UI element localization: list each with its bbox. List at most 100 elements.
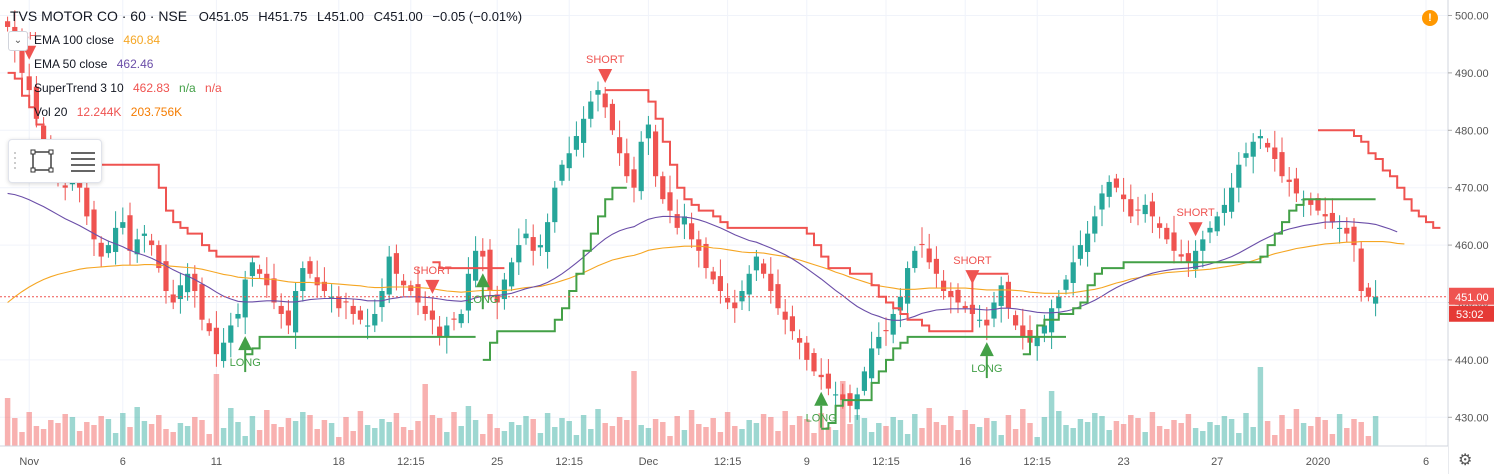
- candle-body: [1221, 204, 1227, 213]
- time-axis-bg: [0, 446, 1448, 474]
- symbol-title[interactable]: TVS MOTOR CO · 60 · NSE: [10, 8, 188, 24]
- volume-bar: [91, 425, 97, 446]
- volume-bar: [19, 432, 25, 446]
- candle-body: [933, 258, 939, 274]
- gear-icon[interactable]: ⚙: [1458, 452, 1473, 469]
- short-arrow: [965, 270, 980, 285]
- volume-bar: [667, 436, 673, 446]
- candle-body: [213, 327, 219, 355]
- legend-supertrend-na1: n/a: [179, 81, 196, 95]
- ohlc-close: C451.00: [373, 9, 423, 24]
- ohlc-open: O451.05: [198, 9, 249, 24]
- candle-body: [516, 245, 522, 263]
- ohlc-change: −0.05 (−0.01%): [432, 9, 523, 24]
- candle-body: [480, 250, 486, 257]
- legend-supertrend[interactable]: SuperTrend 3 10 462.83 n/a n/a: [34, 81, 228, 95]
- volume-bar: [400, 427, 407, 446]
- candle-body: [588, 101, 594, 119]
- candle-body: [775, 284, 781, 309]
- volume-bar: [112, 433, 119, 446]
- candle-body: [602, 93, 608, 108]
- candle-body: [1286, 179, 1292, 182]
- volume-bar: [1293, 409, 1300, 446]
- volume-bar: [148, 424, 155, 446]
- volume-bar: [264, 410, 270, 446]
- candle-body: [1351, 226, 1357, 246]
- volume-bar: [933, 422, 940, 446]
- supertrend-up-line: [1022, 198, 1376, 356]
- candle-body: [804, 342, 810, 360]
- volume-bar: [1257, 367, 1264, 446]
- volume-bar: [336, 437, 342, 446]
- alert-icon[interactable]: !: [1422, 10, 1438, 26]
- price-tick-label: 440.00: [1455, 355, 1489, 367]
- legend-supertrend-value: 462.83: [132, 81, 170, 95]
- volume-bar: [1221, 416, 1228, 446]
- candle-body: [1121, 194, 1127, 200]
- candle-body: [1034, 336, 1040, 347]
- volume-bar: [588, 429, 594, 446]
- candle-body: [177, 285, 183, 300]
- legend-volume[interactable]: Vol 20 12.244K 203.756K: [34, 105, 188, 119]
- volume-bar: [609, 426, 616, 446]
- candle-body: [732, 302, 738, 309]
- candle-body: [559, 164, 565, 181]
- legend-ema50[interactable]: EMA 50 close 462.46: [34, 57, 159, 71]
- volume-bar: [364, 425, 371, 446]
- volume-bar: [724, 412, 731, 446]
- candle-body: [127, 215, 133, 251]
- volume-bar: [1192, 428, 1199, 446]
- candle-body: [660, 176, 666, 200]
- short-arrow: [1188, 222, 1203, 237]
- candle-body: [840, 394, 846, 401]
- volume-bar: [62, 414, 68, 446]
- candle-body: [1373, 296, 1379, 304]
- volume-bar: [300, 412, 306, 446]
- candle-body: [1041, 325, 1047, 334]
- volume-bar: [1315, 417, 1321, 446]
- candle-body: [645, 124, 651, 139]
- volume-bar: [818, 413, 824, 446]
- rectangle-tool-icon[interactable]: [30, 149, 54, 173]
- volume-bar: [811, 433, 817, 446]
- legend-ema100[interactable]: EMA 100 close 460.84: [34, 33, 166, 47]
- volume-bar: [350, 431, 356, 446]
- volume-bar: [472, 420, 479, 446]
- volume-bar: [624, 420, 630, 446]
- candle-body: [293, 291, 299, 333]
- candle-body: [955, 289, 961, 303]
- time-tick-label: 12:15: [397, 456, 425, 468]
- volume-bar: [12, 418, 18, 446]
- volume-bar: [328, 423, 335, 446]
- candle-body: [825, 373, 831, 389]
- candle-body: [336, 296, 342, 309]
- candle-body: [91, 209, 97, 240]
- candle-body: [984, 319, 990, 326]
- volume-bar: [278, 427, 284, 446]
- short-arrow: [425, 279, 440, 294]
- volume-bar: [926, 408, 932, 446]
- candle-body: [876, 336, 882, 349]
- chevron-down-icon[interactable]: ⌄: [8, 31, 28, 51]
- time-tick-label: 18: [333, 456, 345, 468]
- volume-bar: [141, 421, 148, 446]
- candle-body: [926, 248, 932, 263]
- volume-bar: [638, 425, 644, 446]
- volume-bar: [1063, 425, 1069, 446]
- candle-body: [789, 316, 795, 332]
- volume-bar: [825, 427, 832, 446]
- long-label: LONG: [230, 357, 261, 369]
- candlesticks: [5, 10, 1379, 423]
- supertrend-up-line: [821, 335, 1066, 430]
- volume-bar: [292, 421, 299, 446]
- menu-lines-icon[interactable]: [71, 152, 95, 172]
- legend-ema100-name: EMA 100 close: [34, 33, 115, 47]
- price-tick-label: 460.00: [1455, 240, 1489, 252]
- time-tick-label: 12:15: [555, 456, 583, 468]
- volume-bar: [26, 412, 32, 446]
- volume-bar: [321, 420, 328, 446]
- candle-body: [1243, 153, 1249, 158]
- volume-bar: [847, 424, 853, 446]
- candle-body: [1164, 227, 1170, 240]
